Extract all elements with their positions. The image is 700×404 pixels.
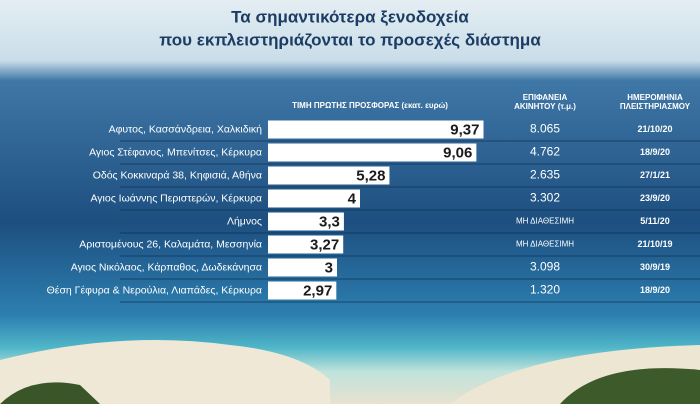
area-cell: 1.320 <box>530 283 560 297</box>
date-cell: 5/11/20 <box>640 216 670 226</box>
value-label: 5,28 <box>356 167 385 184</box>
value-label: 4 <box>348 190 357 207</box>
area-cell: ΜΗ ΔΙΑΘΕΣΙΜΗ <box>516 240 574 249</box>
area-cell: 8.065 <box>530 122 560 136</box>
area-cell: 3.302 <box>530 191 560 205</box>
category-label: Αγιος Νικόλαος, Κάρπαθος, Δωδεκάνησα <box>71 261 262 273</box>
title: που εκπλειστηριάζονται το προσεχές διάστ… <box>159 30 541 49</box>
trees <box>0 382 100 404</box>
bar <box>268 235 344 254</box>
value-label: 3 <box>325 259 333 276</box>
bar <box>268 258 337 277</box>
category-label: Λήμνος <box>227 215 262 227</box>
category-label: Οδός Κοκκιναρά 38, Κηφισιά, Αθήνα <box>93 169 262 181</box>
category-label: Θέση Γέφυρα & Νερούλια, Λιαπάδες, Κέρκυρ… <box>47 284 262 296</box>
title: Τα σημαντικότερα ξενοδοχεία <box>231 7 469 26</box>
category-label: Αφυτος, Κασσάνδρεια, Χαλκιδική <box>109 123 263 135</box>
area-cell: 3.098 <box>530 260 560 274</box>
category-label: Αριστομένους 26, Καλαμάτα, Μεσσηνία <box>79 238 262 250</box>
bar <box>268 189 360 208</box>
value-label: 9,37 <box>450 121 479 138</box>
date-cell: 27/1/21 <box>640 170 670 180</box>
value-label: 9,06 <box>443 144 472 161</box>
category-label: Αγιος Ιωάννης Περιστερών, Κέρκυρα <box>90 192 262 204</box>
date-cell: 21/10/20 <box>637 124 672 134</box>
bar <box>268 120 484 139</box>
column-header: ΠΛΕΙΣΤΗΡΙΑΣΜΟΥ <box>620 102 691 111</box>
date-cell: 30/9/19 <box>640 262 670 272</box>
date-cell: 18/9/20 <box>640 147 670 157</box>
value-label: 3,3 <box>319 213 340 230</box>
area-cell: ΜΗ ΔΙΑΘΕΣΙΜΗ <box>516 217 574 226</box>
area-cell: 2.635 <box>530 168 560 182</box>
value-label: 3,27 <box>310 236 339 253</box>
column-header: ΤΙΜΗ ΠΡΩΤΗΣ ΠΡΟΣΦΟΡΑΣ (εκατ. ευρώ) <box>292 101 448 110</box>
date-cell: 18/9/20 <box>640 285 670 295</box>
bar <box>268 143 477 162</box>
date-cell: 23/9/20 <box>640 193 670 203</box>
area-cell: 4.762 <box>530 145 560 159</box>
bar <box>268 166 390 185</box>
value-label: 2,97 <box>303 282 332 299</box>
bar <box>268 212 344 231</box>
date-cell: 21/10/19 <box>637 239 672 249</box>
trees <box>560 368 700 404</box>
category-label: Αγιος Στέφανος, Μπενίτσες, Κέρκυρα <box>89 146 262 158</box>
column-header: ΗΜΕΡΟΜΗΝΙΑ <box>627 93 683 102</box>
column-header: ΑΚΙΝΗΤΟΥ (τ.μ.) <box>514 102 576 111</box>
column-header: ΕΠΙΦΑΝΕΙΑ <box>523 93 568 102</box>
bar <box>268 281 337 300</box>
